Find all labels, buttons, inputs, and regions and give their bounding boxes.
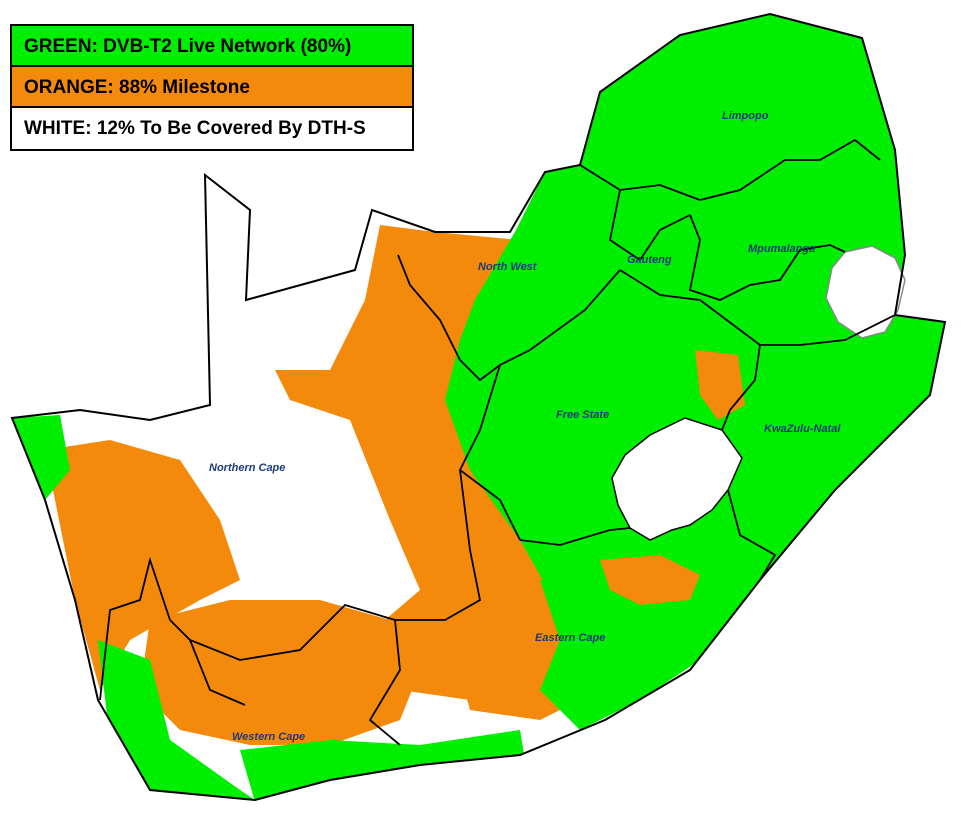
green-coverage-western-cape (98, 640, 255, 800)
orange-coverage-west-coast (45, 440, 240, 690)
legend-item-orange: ORANGE: 88% Milestone (12, 67, 412, 108)
province-label-kwazulu-natal: KwaZulu-Natal (764, 423, 841, 435)
green-coverage-west-coast-north (12, 415, 70, 500)
legend-item-white: WHITE: 12% To Be Covered By DTH-S (12, 108, 412, 149)
orange-coverage-south (140, 600, 420, 745)
orange-coverage-east-cape-patch (600, 555, 700, 605)
province-label-free-state: Free State (556, 409, 609, 421)
province-label-western-cape: Western Cape (232, 731, 305, 743)
eswatini-region (825, 245, 906, 339)
green-coverage-north-east (445, 14, 945, 640)
orange-coverage-free-state-gap (695, 350, 745, 420)
legend-item-green: GREEN: DVB-T2 Live Network (80%) (12, 26, 412, 67)
lesotho-region (611, 417, 743, 541)
province-label-eastern-cape: Eastern Cape (535, 632, 605, 644)
province-label-northern-cape: Northern Cape (209, 462, 285, 474)
country-outline (10, 12, 947, 802)
province-label-limpopo: Limpopo (722, 110, 769, 122)
map-legend: GREEN: DVB-T2 Live Network (80%) ORANGE:… (10, 24, 414, 151)
province-borders (99, 138, 896, 746)
green-coverage-eastern-cape (540, 560, 760, 730)
province-label-gauteng: Gauteng (627, 254, 672, 266)
province-label-north-west: North West (478, 261, 538, 273)
province-label-mpumalanga: Mpumalanga (748, 243, 815, 255)
